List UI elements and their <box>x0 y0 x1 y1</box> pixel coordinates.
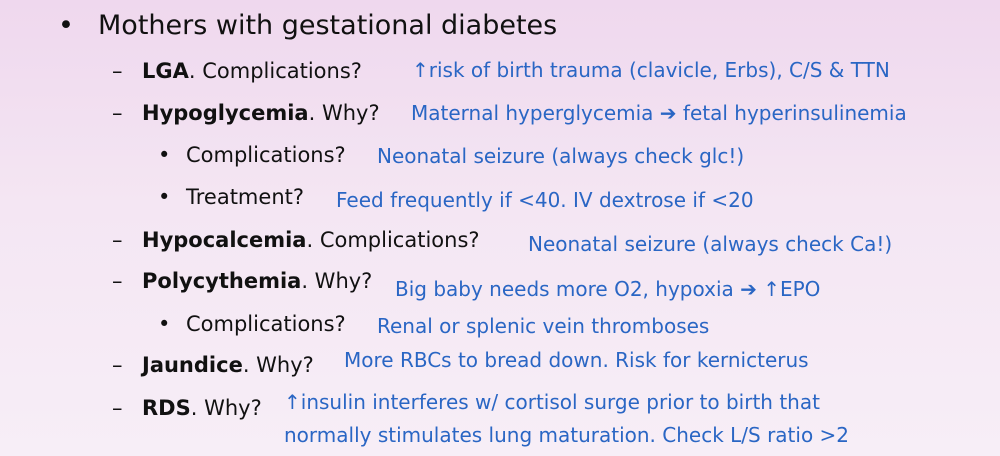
answer-jaundice: More RBCs to bread down. Risk for kernic… <box>344 348 809 372</box>
subbullet-poly-complications: • <box>158 312 171 336</box>
question-hypocalcemia: . Complications? <box>306 228 480 252</box>
item-hypoglycemia: Hypoglycemia. Why? <box>142 101 380 125</box>
question-hypoglycemia: . Why? <box>308 101 380 125</box>
term-rds: RDS <box>142 396 191 420</box>
item-jaundice: Jaundice. Why? <box>142 353 314 377</box>
dash-rds: – <box>112 396 123 420</box>
title-bullet: • <box>58 10 74 41</box>
question-hypo-treatment: Treatment? <box>186 185 305 209</box>
answer-hypocalcemia: Neonatal seizure (always check Ca!) <box>528 232 893 256</box>
question-rds: . Why? <box>190 396 262 420</box>
answer-hypo-complications: Neonatal seizure (always check glc!) <box>377 144 745 168</box>
item-lga: LGA. Complications? <box>142 59 362 83</box>
dash-hypocalcemia: – <box>112 228 123 252</box>
term-jaundice: Jaundice <box>142 353 243 377</box>
subbullet-hypo-treatment: • <box>158 185 171 209</box>
term-hypocalcemia: Hypocalcemia <box>142 228 307 252</box>
answer-poly-complications: Renal or splenic vein thromboses <box>377 314 710 338</box>
term-lga: LGA <box>142 59 189 83</box>
answer-rds-line-1: ↑insulin interferes w/ cortisol surge pr… <box>284 390 820 414</box>
answer-lga: ↑risk of birth trauma (clavicle, Erbs), … <box>412 58 890 82</box>
slide-title: Mothers with gestational diabetes <box>98 10 558 41</box>
answer-hypoglycemia: Maternal hyperglycemia ➔ fetal hyperinsu… <box>411 101 907 125</box>
question-lga: . Complications? <box>188 59 362 83</box>
term-hypoglycemia: Hypoglycemia <box>142 101 309 125</box>
dash-hypoglycemia: – <box>112 101 123 125</box>
item-rds: RDS. Why? <box>142 396 262 420</box>
question-hypo-complications: Complications? <box>186 143 346 167</box>
dash-jaundice: – <box>112 353 123 377</box>
question-polycythemia: . Why? <box>301 269 373 293</box>
question-jaundice: . Why? <box>242 353 314 377</box>
dash-polycythemia: – <box>112 269 123 293</box>
question-poly-complications: Complications? <box>186 312 346 336</box>
answer-rds-line-2: normally stimulates lung maturation. Che… <box>284 423 850 447</box>
dash-lga: – <box>112 59 123 83</box>
subbullet-hypo-complications: • <box>158 143 171 167</box>
answer-hypo-treatment: Feed frequently if <40. IV dextrose if <… <box>336 188 754 212</box>
item-polycythemia: Polycythemia. Why? <box>142 269 372 293</box>
item-hypocalcemia: Hypocalcemia. Complications? <box>142 228 480 252</box>
answer-polycythemia: Big baby needs more O2, hypoxia ➔ ↑EPO <box>395 277 821 301</box>
term-polycythemia: Polycythemia <box>142 269 302 293</box>
